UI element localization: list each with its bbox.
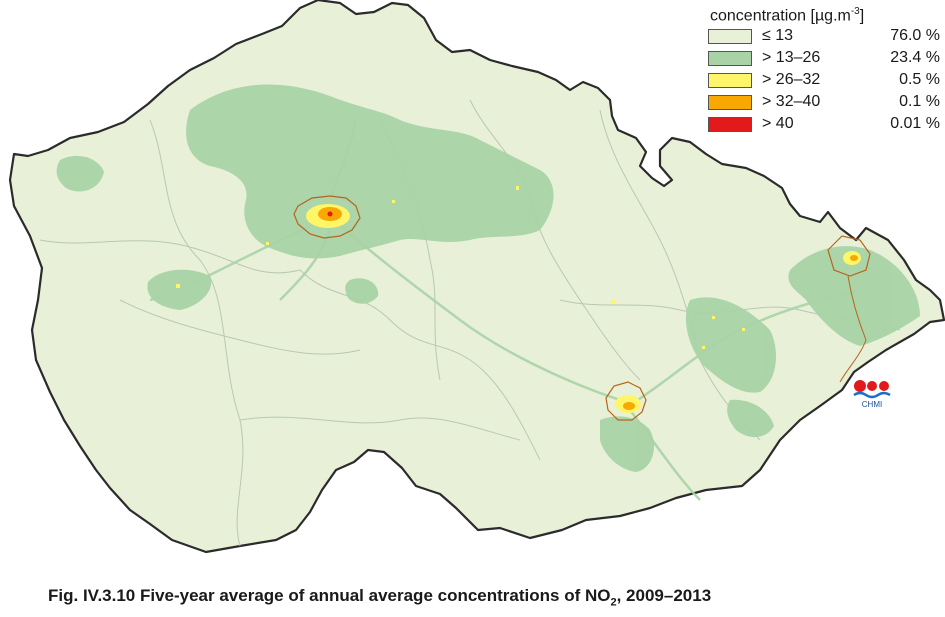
legend-item: > 13–26 23.4 % xyxy=(706,48,942,70)
legend-range-label: > 40 xyxy=(762,115,794,133)
legend-title: concentration [µg.m-3] xyxy=(710,6,865,25)
legend-percent: 0.01 % xyxy=(890,115,940,133)
legend-percent: 0.1 % xyxy=(899,93,940,111)
legend-item: > 32–40 0.1 % xyxy=(706,92,942,114)
local-hotspots xyxy=(176,186,745,349)
legend-percent: 0.5 % xyxy=(899,71,940,89)
legend-item: > 26–32 0.5 % xyxy=(706,70,942,92)
legend-swatch xyxy=(708,73,752,89)
no2-concentration-map xyxy=(8,0,945,554)
medium-concentration-areas xyxy=(56,84,920,472)
legend-range-label: ≤ 13 xyxy=(762,27,794,45)
legend-swatch xyxy=(708,51,752,67)
legend-range-label: > 26–32 xyxy=(762,71,821,89)
figure-caption: Fig. IV.3.10 Five-year average of annual… xyxy=(48,586,712,609)
chmi-logo-icon xyxy=(853,380,891,399)
legend: concentration [µg.m-3] ≤ 13 76.0 % > 13–… xyxy=(706,2,942,136)
legend-range-label: > 32–40 xyxy=(762,93,821,111)
legend-item: > 40 0.01 % xyxy=(706,114,942,136)
brno-hotspot xyxy=(605,381,647,421)
legend-swatch xyxy=(708,117,752,133)
prague-hotspot xyxy=(293,195,361,239)
legend-swatch xyxy=(708,29,752,45)
chmi-logo: CHMI xyxy=(852,378,892,412)
chmi-logo-text: CHMI xyxy=(861,400,883,409)
legend-range-label: > 13–26 xyxy=(762,49,821,67)
legend-percent: 23.4 % xyxy=(890,49,940,67)
legend-swatch xyxy=(708,95,752,111)
ostrava-hotspot xyxy=(827,235,871,383)
legend-item: ≤ 13 76.0 % xyxy=(706,26,942,48)
road-corridors xyxy=(149,119,861,501)
legend-percent: 76.0 % xyxy=(890,27,940,45)
